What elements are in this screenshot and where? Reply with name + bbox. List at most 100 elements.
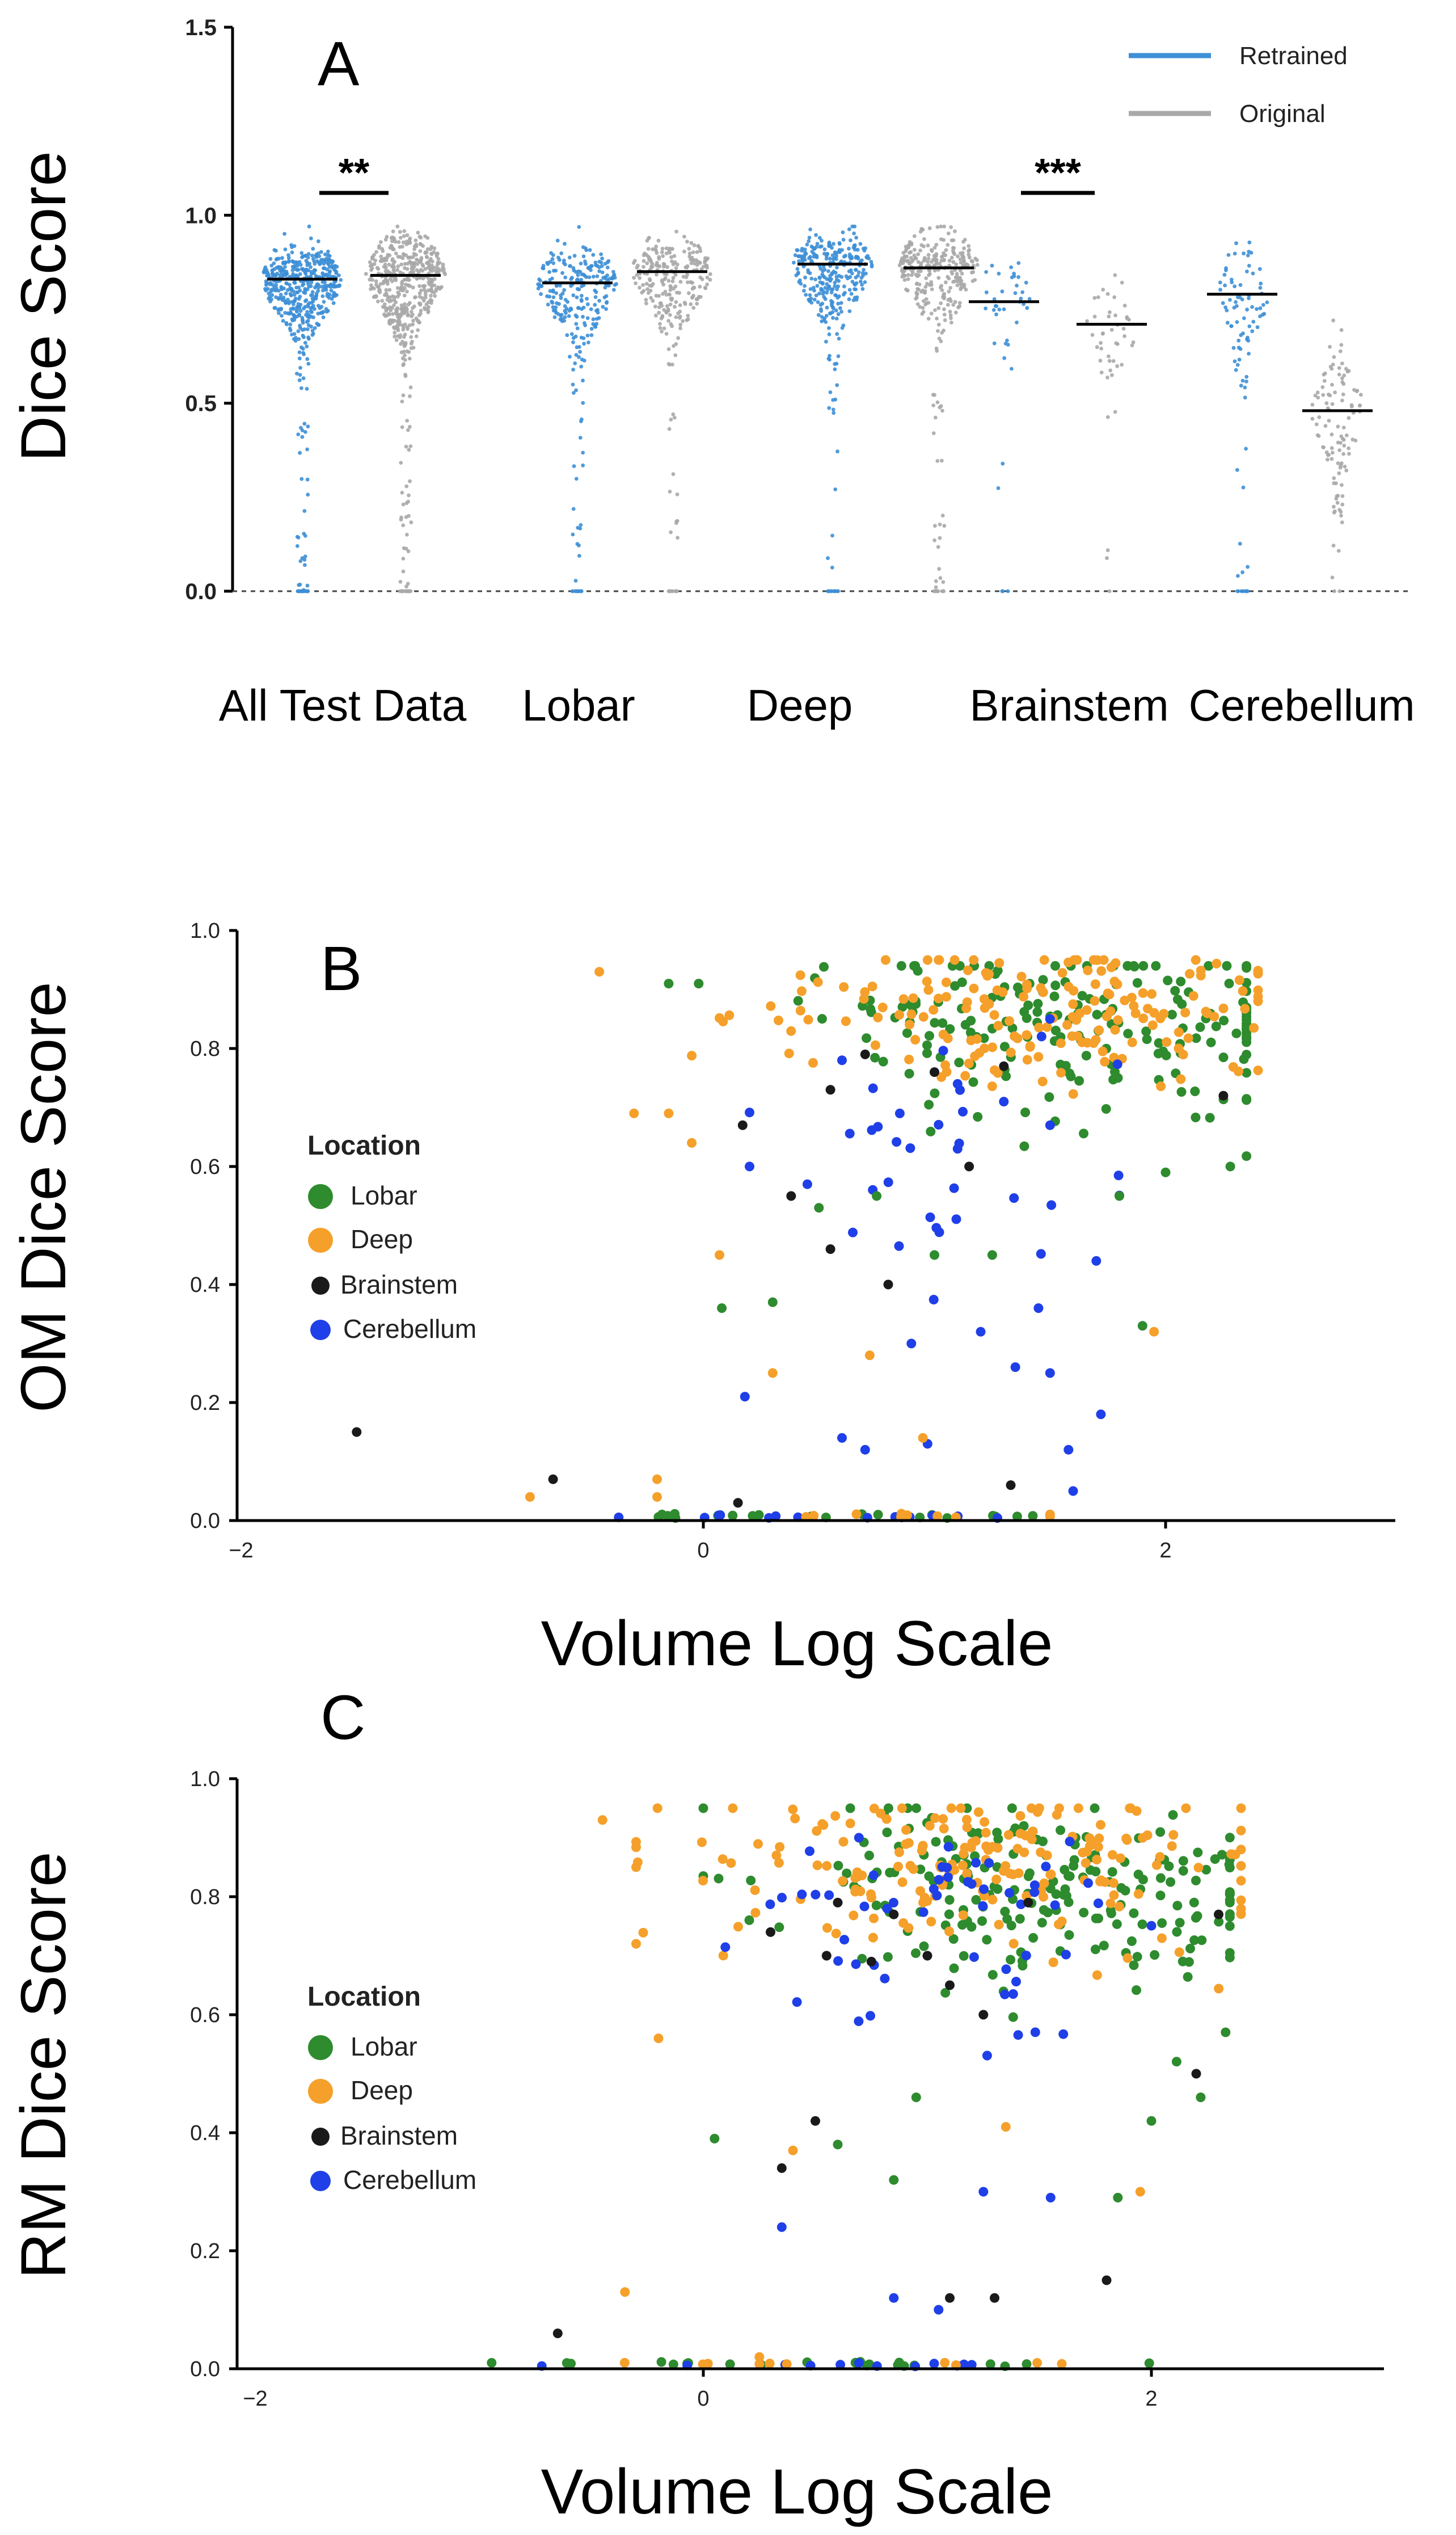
lobar-legend-label: Lobar [351,1181,417,1210]
lobar-point [1197,1935,1207,1946]
original-point [1347,446,1351,450]
panel-c-y-ticks: 0.00.20.40.60.81.0 [190,1767,237,2381]
retrained-point [1233,359,1237,364]
original-point [402,229,407,233]
deep-point [1056,1068,1066,1078]
retrained-point [326,249,330,254]
retrained-point [569,284,573,288]
original-point [1352,388,1356,392]
retrained-point [292,293,297,297]
original-point [393,331,397,335]
cerebellum-point [967,1879,977,1889]
retrained-point [305,589,309,593]
retrained-point [848,275,853,279]
original-point [669,285,673,289]
original-point [374,279,378,284]
retrained-point [316,239,320,243]
original-point [689,302,693,306]
original-point [1099,370,1104,374]
retrained-point [591,275,596,279]
retrained-point [613,283,617,287]
original-point [1330,450,1335,455]
retrained-point [1010,275,1014,280]
deep-point [1157,1933,1167,1943]
retrained-point [824,339,828,344]
lobar-point [1205,1113,1215,1123]
deep-point [1090,996,1100,1006]
cerebellum-point [931,1223,942,1233]
original-point [948,313,953,318]
retrained-point [268,282,272,287]
brainstem-legend-label: Brainstem [340,1270,458,1299]
original-point [657,294,661,298]
retrained-point [558,258,562,262]
deep-point [1069,986,1079,996]
original-point [922,299,926,303]
original-point [405,533,409,537]
deep-point [1236,1861,1246,1871]
retrained-point [855,295,859,300]
original-point [635,266,639,270]
retrained-point [575,287,580,291]
cerebellum-point [978,1901,988,1911]
lobar-point [1110,1067,1120,1077]
retrained-point [1020,290,1024,294]
original-point [1120,280,1124,285]
retrained-point [551,268,556,273]
retrained-point [864,271,868,276]
original-point [664,272,669,276]
retrained-point [992,297,997,301]
original-point [1342,444,1347,448]
retrained-point [833,250,837,255]
deep-point [1032,2358,1043,2368]
original-point [935,400,940,405]
retrained-point [548,260,552,264]
retrained-point [805,242,809,247]
retrained-point [823,297,828,301]
retrained-point [304,313,308,317]
original-point [425,255,429,259]
retrained-point [600,270,605,275]
original-point [935,459,940,463]
original-point [970,259,974,264]
retrained-point [296,268,299,272]
lobar-point [817,1014,827,1024]
lobar-point [774,1922,784,1932]
retrained-point [603,275,607,279]
retrained-point [310,293,314,297]
retrained-point [1001,461,1005,466]
lobar-point [1214,1917,1224,1927]
lobar-point [1160,1167,1171,1177]
original-point [1105,415,1110,419]
original-point [960,254,964,258]
deep-point [1088,955,1099,965]
retrained-point [594,317,599,321]
original-point [421,276,425,281]
lobar-point [1153,1048,1163,1059]
deep-point [926,1917,936,1927]
deep-point [941,977,951,987]
lobar-point [1191,1876,1201,1885]
retrained-point [1024,280,1028,285]
original-point [410,330,414,334]
retrained-point [1235,320,1239,324]
cerebellum-point [1029,1880,1040,1890]
retrained-point [303,430,307,434]
deep-point [915,1886,925,1896]
deep-point [754,2359,765,2369]
retrained-point [803,284,807,288]
deep-point [1039,955,1049,965]
deep-point [1027,1834,1037,1845]
deep-point [812,1826,822,1836]
retrained-point [611,269,615,274]
lobar-point [1172,1901,1183,1911]
cerebellum-point [934,1875,944,1885]
original-point [406,313,410,317]
original-point [967,248,972,252]
retrained-point [825,290,829,295]
original-point [664,246,669,250]
original-point [934,259,939,263]
brainstem-point [766,1927,775,1937]
retrained-point [577,345,581,349]
deep-point [1015,1829,1025,1839]
